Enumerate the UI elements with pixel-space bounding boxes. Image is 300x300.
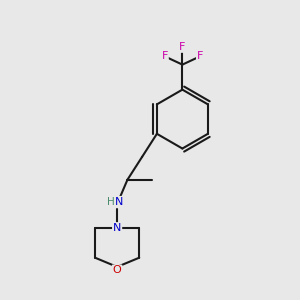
Text: F: F <box>179 42 186 52</box>
Text: O: O <box>113 266 122 275</box>
Text: N: N <box>113 223 121 233</box>
Text: N: N <box>115 197 124 207</box>
Text: H: H <box>107 197 115 207</box>
Text: F: F <box>197 51 203 62</box>
Text: F: F <box>161 51 168 62</box>
